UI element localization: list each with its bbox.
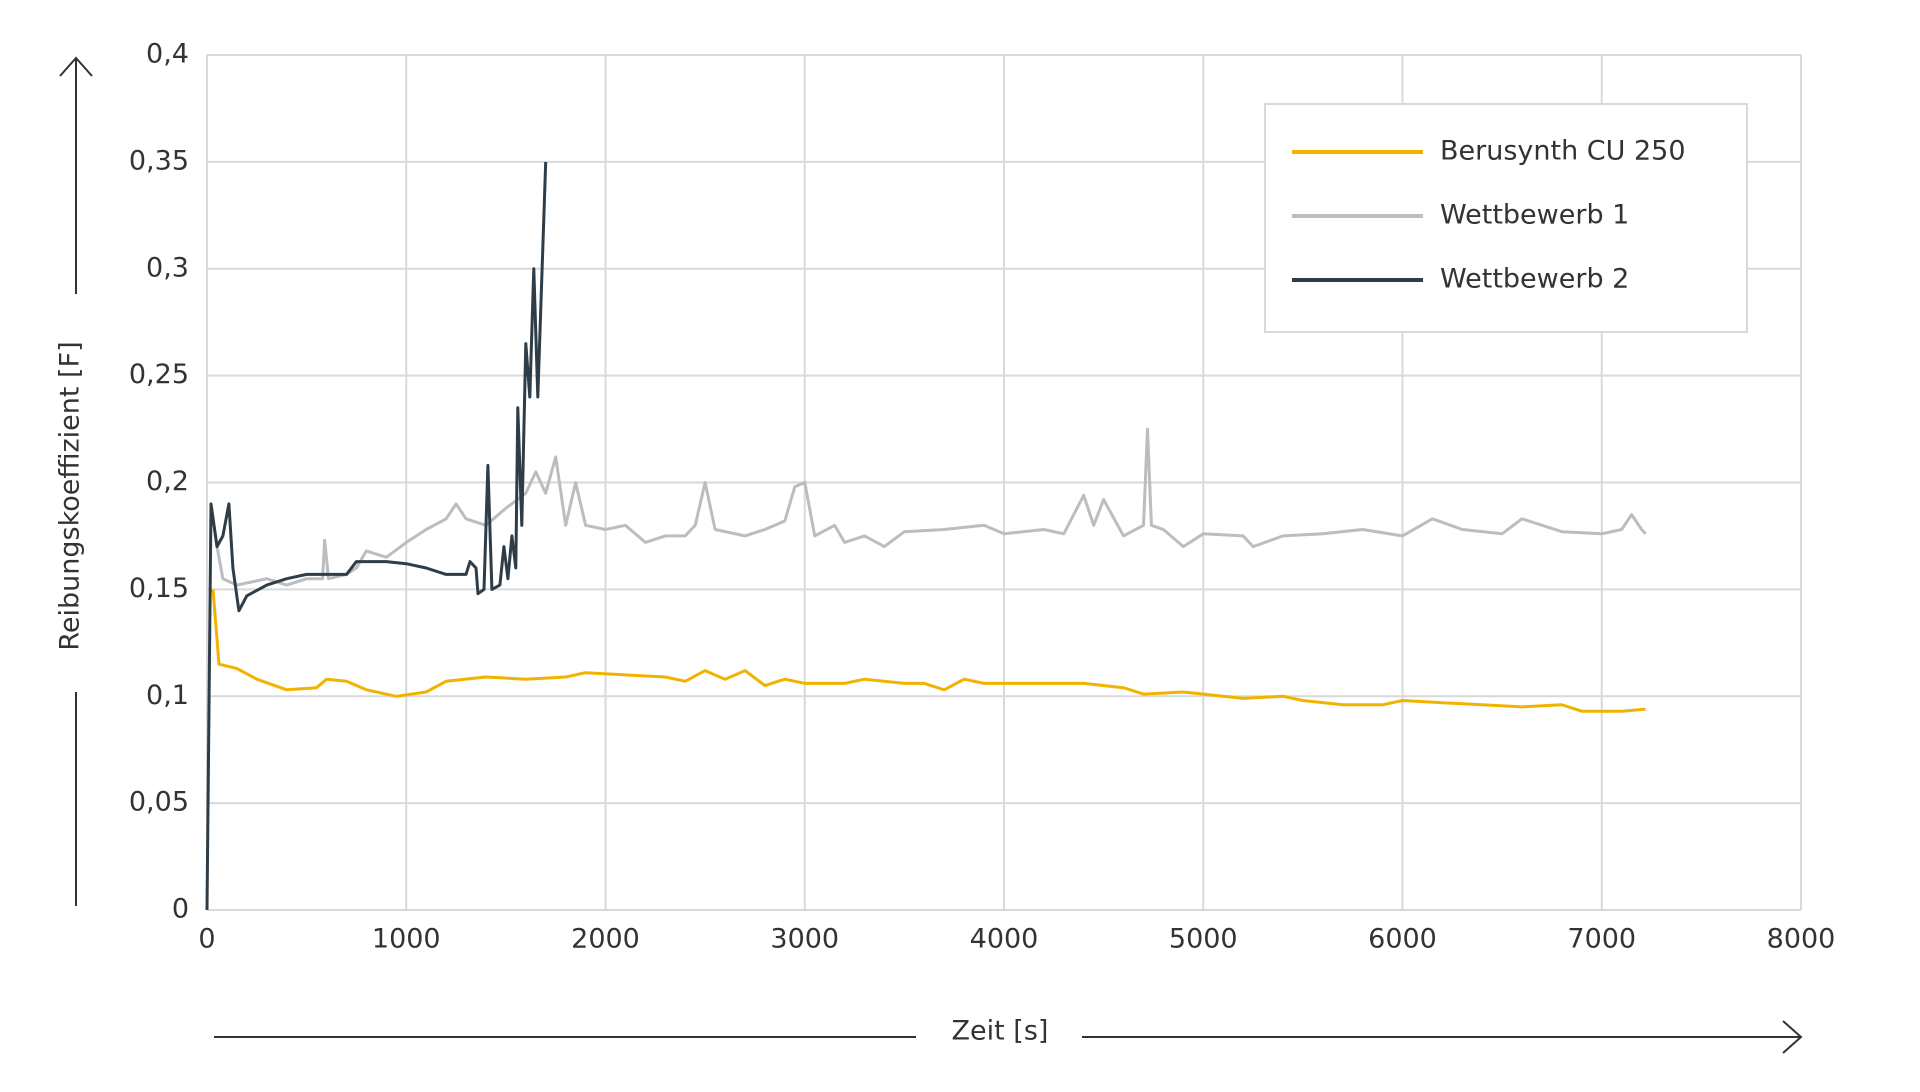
x-tick-label: 2000 — [571, 924, 640, 955]
y-tick-label: 0,05 — [129, 787, 189, 818]
x-tick-label: 1000 — [372, 924, 441, 955]
y-tick-label: 0,25 — [129, 359, 189, 390]
legend: Berusynth CU 250 Wettbewerb 1 Wettbewerb 2 — [1264, 103, 1748, 333]
x-arrow-head — [1782, 1020, 1803, 1054]
x-tick-label: 6000 — [1368, 924, 1437, 955]
y-axis-label: Reibungskoeffizient [F] — [55, 341, 86, 650]
series-line — [211, 589, 1646, 713]
x-tick-label: 0 — [198, 924, 215, 955]
y-tick-label: 0,1 — [146, 680, 189, 711]
x-tick-label: 7000 — [1567, 924, 1636, 955]
series-line — [209, 427, 1647, 587]
legend-label: Berusynth CU 250 — [1440, 136, 1686, 167]
y-tick-label: 0,2 — [146, 466, 189, 497]
axis-arrows — [59, 56, 1803, 1054]
legend-label: Wettbewerb 2 — [1440, 264, 1629, 295]
x-tick-label: 8000 — [1767, 924, 1836, 955]
series-line — [205, 161, 548, 911]
y-tick-label: 0 — [172, 894, 189, 925]
y-tick-label: 0,35 — [129, 145, 189, 176]
x-tick-label: 3000 — [770, 924, 839, 955]
y-tick-label: 0,3 — [146, 252, 189, 283]
y-arrow-head — [59, 56, 93, 77]
y-tick-label: 0,15 — [129, 573, 189, 604]
x-axis-label: Zeit [s] — [952, 1016, 1049, 1047]
x-tick-label: 4000 — [970, 924, 1039, 955]
x-tick-label: 5000 — [1169, 924, 1238, 955]
legend-label: Wettbewerb 1 — [1440, 200, 1629, 231]
y-tick-label: 0,4 — [146, 39, 189, 70]
